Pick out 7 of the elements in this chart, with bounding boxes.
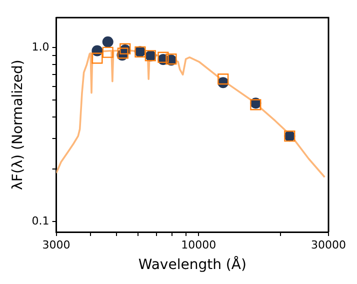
- x-tick-label: 3000: [42, 238, 70, 252]
- y-tick-label: 1.0: [32, 40, 50, 54]
- x-tick-label: 10000: [181, 238, 216, 252]
- x-axis-title: Wavelength (Å): [138, 256, 246, 274]
- y-tick-label: 0.1: [32, 214, 50, 228]
- y-axis-title: λF(λ) (Normalized): [10, 60, 26, 190]
- x-tick-label: 30000: [311, 238, 346, 252]
